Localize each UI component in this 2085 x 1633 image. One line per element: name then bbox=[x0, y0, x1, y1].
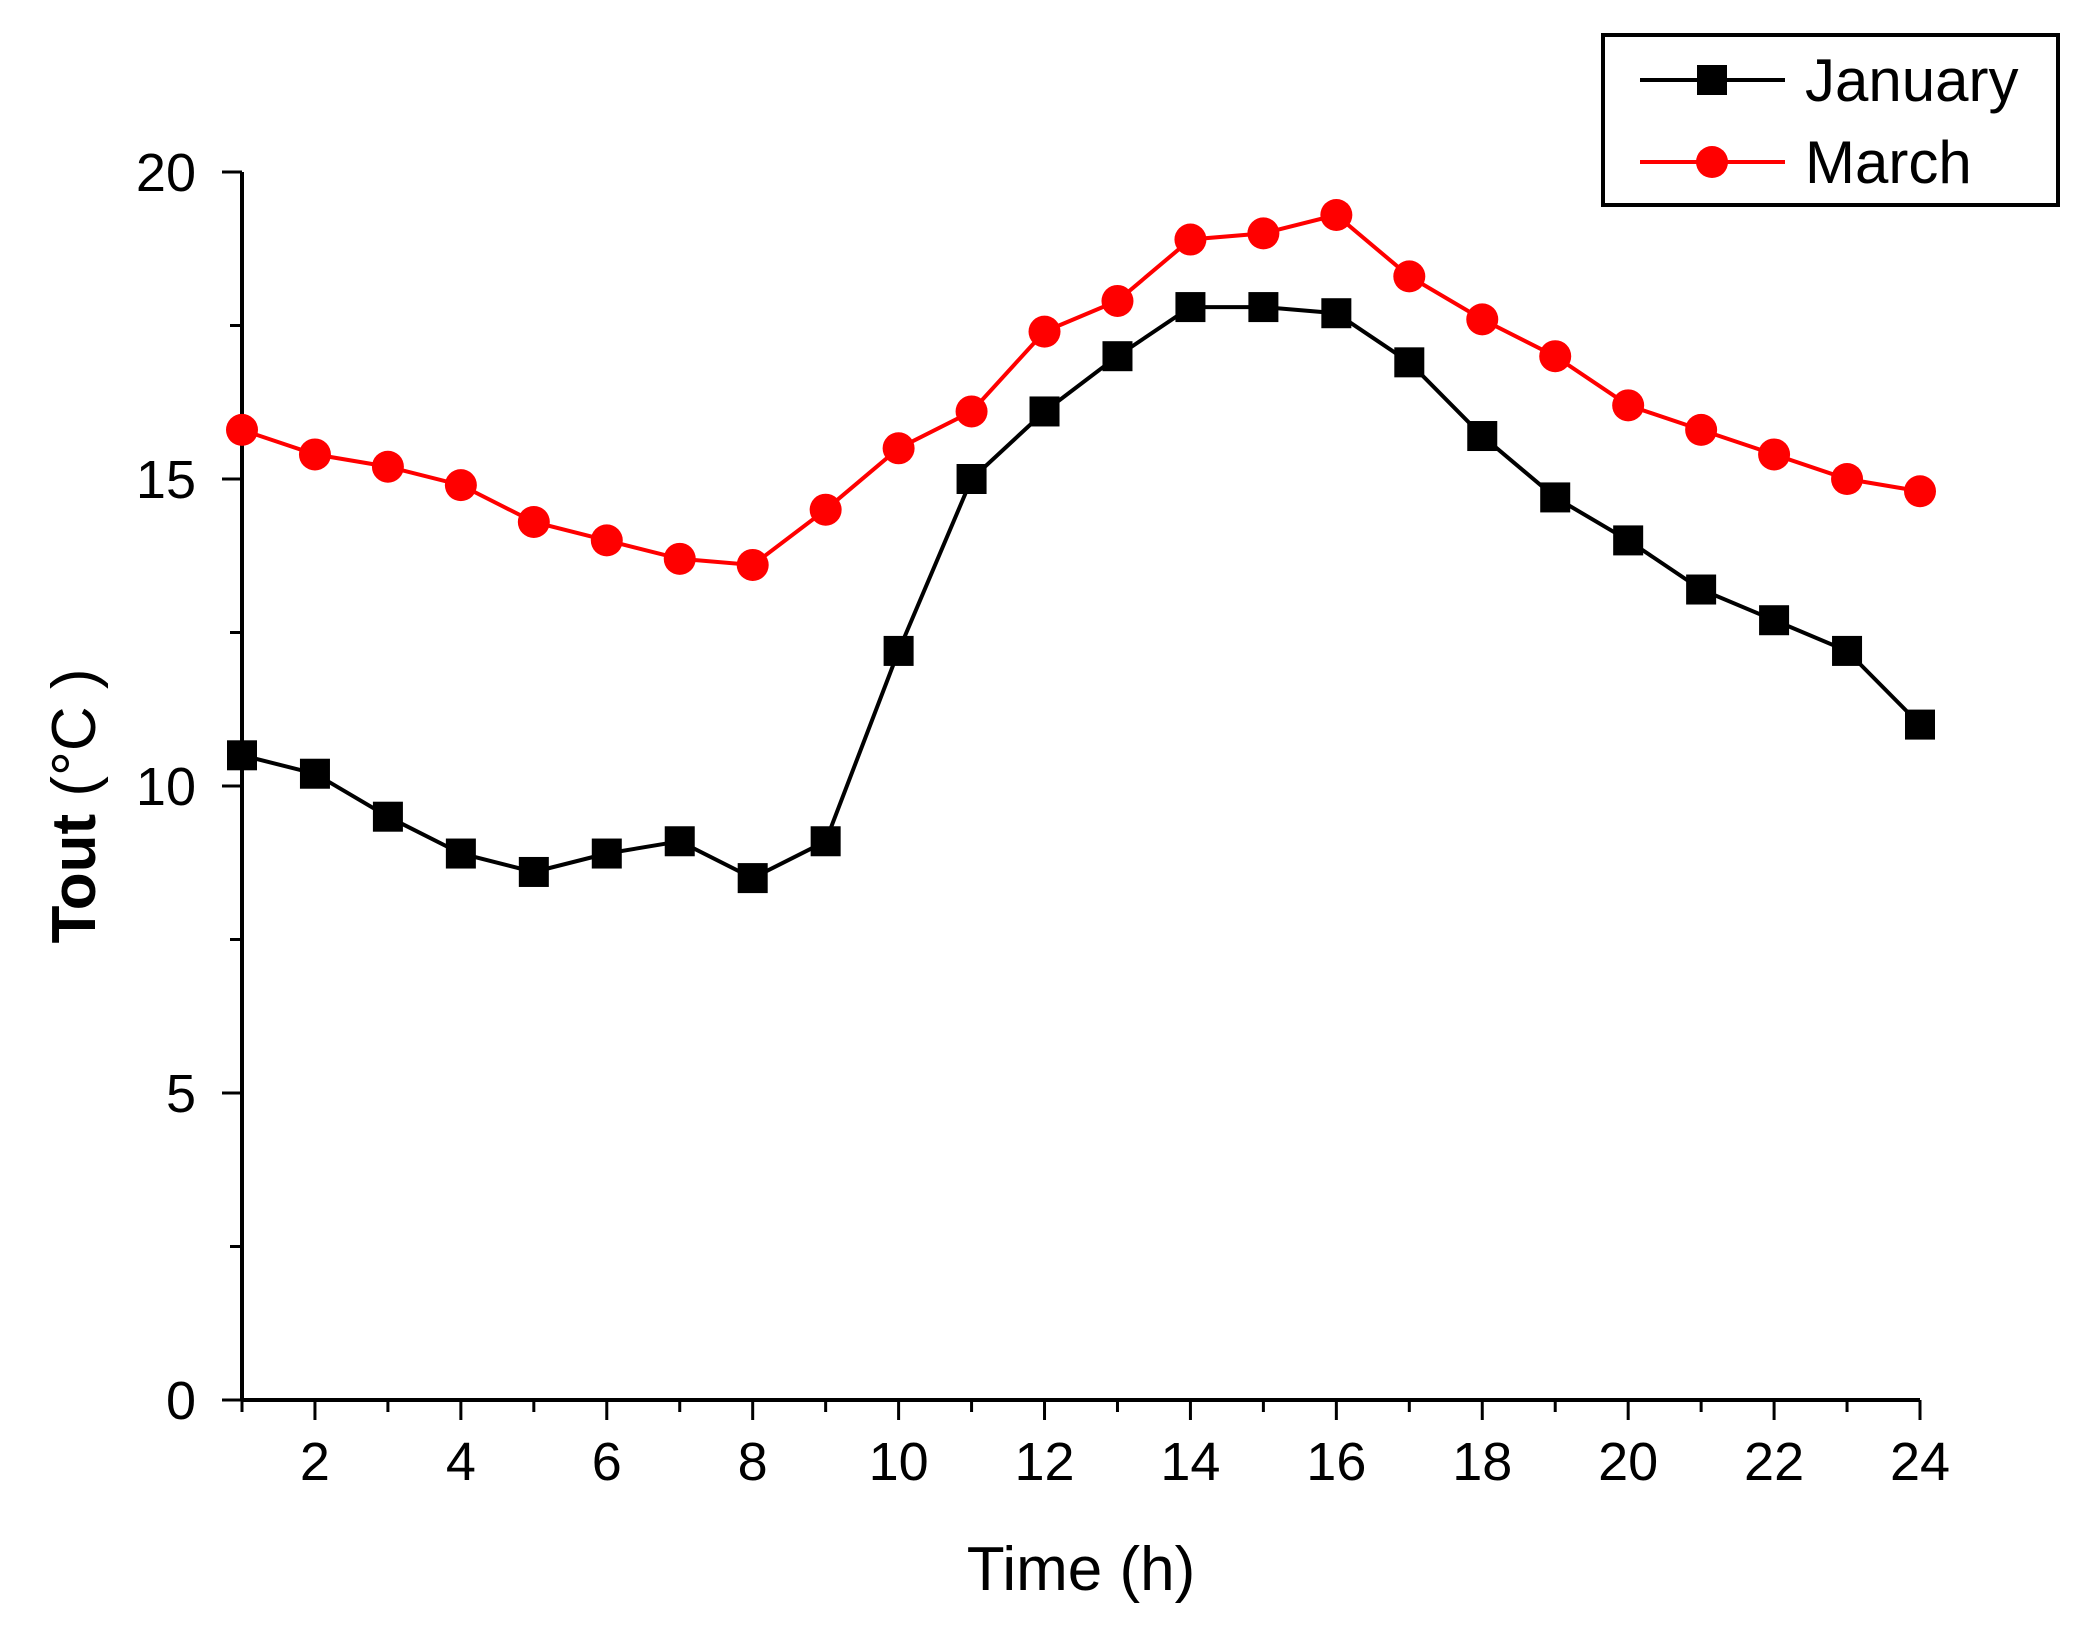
data-point-march bbox=[371, 450, 404, 483]
data-point-january bbox=[810, 826, 841, 857]
data-point-january bbox=[1832, 635, 1863, 666]
data-point-march bbox=[1101, 284, 1134, 317]
y-tick-label: 10 bbox=[136, 757, 196, 817]
x-tick-label: 24 bbox=[1890, 1432, 1950, 1492]
data-point-march bbox=[663, 542, 696, 575]
data-point-march bbox=[1466, 303, 1499, 336]
data-point-march bbox=[1539, 340, 1572, 373]
x-tick-label: 4 bbox=[446, 1432, 476, 1492]
x-tick-label: 12 bbox=[1014, 1432, 1074, 1492]
legend-box bbox=[1601, 33, 2060, 207]
data-point-january bbox=[1248, 292, 1279, 323]
x-tick-label: 6 bbox=[592, 1432, 622, 1492]
data-point-march bbox=[590, 524, 623, 557]
data-point-january bbox=[956, 464, 987, 494]
y-axis-title: Tout (°C ) bbox=[40, 669, 109, 944]
data-point-january bbox=[737, 863, 768, 894]
x-tick-label: 22 bbox=[1744, 1432, 1804, 1492]
y-axis-title-unit: (°C ) bbox=[40, 669, 109, 814]
y-tick-label: 15 bbox=[136, 450, 196, 510]
data-point-january bbox=[1102, 341, 1133, 372]
data-point-january bbox=[1613, 525, 1644, 556]
x-tick-label: 14 bbox=[1160, 1432, 1220, 1492]
data-point-march bbox=[1174, 223, 1207, 256]
data-point-january bbox=[664, 826, 695, 857]
data-point-january bbox=[372, 801, 403, 832]
y-tick-label: 5 bbox=[166, 1064, 196, 1124]
x-tick-label: 10 bbox=[869, 1432, 929, 1492]
data-point-march bbox=[809, 493, 842, 526]
legend-label-january: January bbox=[1805, 47, 2018, 114]
data-point-january bbox=[227, 740, 257, 771]
data-point-march bbox=[882, 432, 915, 465]
data-point-january bbox=[1467, 421, 1498, 452]
data-point-january bbox=[883, 635, 914, 666]
data-point-march bbox=[1247, 217, 1280, 250]
data-point-march bbox=[1831, 463, 1864, 495]
series-group bbox=[226, 198, 1936, 894]
data-point-march bbox=[1685, 413, 1718, 446]
data-point-march bbox=[298, 438, 331, 471]
series-line-january bbox=[241, 305, 1922, 881]
data-point-january bbox=[1686, 574, 1717, 605]
x-tick-label: 20 bbox=[1598, 1432, 1658, 1492]
legend-marker-march bbox=[1696, 146, 1728, 178]
series-line-march bbox=[241, 212, 1921, 568]
data-point-march bbox=[736, 548, 769, 581]
data-point-march bbox=[1758, 438, 1791, 471]
data-point-march bbox=[1393, 260, 1426, 293]
data-point-march bbox=[955, 395, 988, 428]
data-point-march bbox=[444, 469, 477, 502]
data-point-january bbox=[445, 838, 476, 869]
x-axis-title: Time (h) bbox=[967, 1535, 1195, 1604]
data-point-january bbox=[1321, 298, 1352, 329]
data-point-january bbox=[1394, 347, 1425, 378]
data-point-january bbox=[1029, 396, 1060, 427]
legend: January March bbox=[1601, 33, 2060, 207]
data-point-january bbox=[1905, 709, 1935, 740]
x-tick-label: 2 bbox=[300, 1432, 330, 1492]
y-tick-label: 0 bbox=[166, 1371, 196, 1431]
x-tick-label: 8 bbox=[738, 1432, 768, 1492]
y-tick-label: 20 bbox=[136, 143, 196, 203]
data-point-march bbox=[517, 505, 550, 538]
data-point-march bbox=[1612, 389, 1645, 422]
axes bbox=[240, 172, 1920, 1402]
x-tick-label: 16 bbox=[1306, 1432, 1366, 1492]
data-point-march bbox=[1320, 198, 1353, 231]
data-point-january bbox=[518, 856, 549, 887]
data-point-march bbox=[226, 413, 258, 446]
data-point-january bbox=[1175, 292, 1206, 323]
data-point-january bbox=[1759, 605, 1790, 636]
data-point-march bbox=[1028, 315, 1061, 348]
data-point-january bbox=[591, 838, 622, 869]
legend-marker-january bbox=[1697, 65, 1727, 95]
data-point-january bbox=[299, 758, 330, 789]
x-tick-label: 18 bbox=[1452, 1432, 1512, 1492]
legend-label-march: March bbox=[1805, 129, 1972, 196]
data-point-january bbox=[1540, 482, 1571, 513]
y-axis-title-main: Tout bbox=[40, 814, 109, 944]
data-point-march bbox=[1904, 475, 1936, 508]
